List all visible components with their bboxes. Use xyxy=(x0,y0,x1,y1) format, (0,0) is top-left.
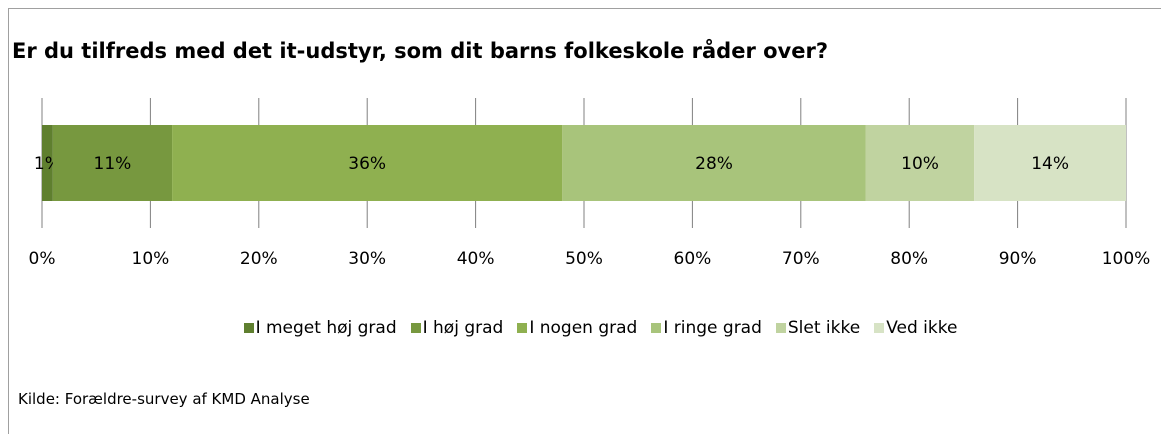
legend-swatch xyxy=(651,323,662,333)
legend-label: Slet ikke xyxy=(787,318,861,338)
x-tick-label: 60% xyxy=(674,249,712,269)
legend-swatch xyxy=(775,323,786,333)
x-tick-label: 20% xyxy=(240,249,278,269)
bar-segment xyxy=(865,125,975,201)
legend-swatch xyxy=(517,323,528,333)
value-label: 14% xyxy=(1031,154,1069,174)
x-tick-label: 0% xyxy=(29,249,56,269)
value-label: 11% xyxy=(94,154,132,174)
bar-segment xyxy=(974,125,1126,201)
legend-label: I ringe grad xyxy=(663,318,762,338)
legend-item: Slet ikke xyxy=(775,318,861,338)
legend: I meget høj grad I høj grad I nogen grad I … xyxy=(0,318,1161,338)
legend-item: I nogen grad xyxy=(517,318,637,338)
legend-item: Ved ikke xyxy=(874,318,957,338)
bar-segment xyxy=(562,125,866,201)
legend-swatch xyxy=(243,323,254,333)
x-tick-label: 10% xyxy=(132,249,170,269)
value-label: 28% xyxy=(695,154,733,174)
legend-label: Ved ikke xyxy=(886,318,958,338)
bar-segment xyxy=(52,125,173,201)
value-label: 36% xyxy=(348,154,386,174)
source: Kilde: Forældre-survey af KMD Analyse xyxy=(18,390,310,408)
legend-label: I meget høj grad xyxy=(255,318,397,338)
chart-title: Er du tilfreds med det it-udstyr, som di… xyxy=(12,39,829,63)
x-tick-label: 30% xyxy=(348,249,386,269)
bar-segment xyxy=(42,125,53,201)
legend-swatch xyxy=(874,323,885,333)
legend-item: I ringe grad xyxy=(651,318,762,338)
x-tick-label: 40% xyxy=(457,249,495,269)
legend-label: I nogen grad xyxy=(529,318,638,338)
value-label: 10% xyxy=(901,154,939,174)
bar-segment xyxy=(172,125,563,201)
x-tick-label: 80% xyxy=(890,249,928,269)
x-tick-label: 50% xyxy=(565,249,603,269)
legend-swatch xyxy=(410,323,421,333)
legend-item: I høj grad xyxy=(410,318,504,338)
legend-label: I høj grad xyxy=(422,318,504,338)
x-tick-label: 100% xyxy=(1102,249,1151,269)
legend-item: I meget høj grad xyxy=(243,318,397,338)
x-tick-label: 90% xyxy=(999,249,1037,269)
x-tick-label: 70% xyxy=(782,249,820,269)
